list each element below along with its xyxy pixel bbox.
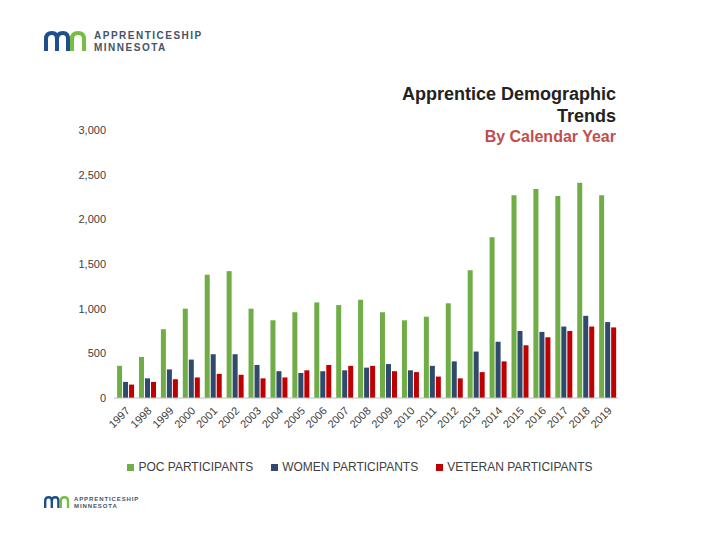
html-text:WOMEN PARTICIPANTS: WOMEN PARTICIPANTS	[282, 460, 419, 474]
html-text:APPRENTICESHIP: APPRENTICESHIP	[94, 30, 203, 41]
svg-text:2012: 2012	[435, 404, 461, 430]
svg-text:2003: 2003	[238, 404, 264, 430]
svg-text:1998: 1998	[128, 404, 154, 430]
svg-text:1,000: 1,000	[78, 303, 106, 315]
svg-text:500: 500	[88, 347, 106, 359]
svg-text:2005: 2005	[281, 404, 307, 430]
svg-text:1,500: 1,500	[78, 258, 106, 270]
html-text:Apprentice Demographic Trends: Apprentice Demographic Trends	[402, 84, 616, 126]
svg-text:2001: 2001	[194, 404, 220, 430]
svg-text:2008: 2008	[347, 404, 373, 430]
svg-text:2004: 2004	[259, 404, 285, 430]
svg-text:3,000: 3,000	[78, 124, 106, 136]
svg-text:2,500: 2,500	[78, 169, 106, 181]
svg-text:0: 0	[100, 392, 106, 404]
svg-text:2017: 2017	[544, 404, 570, 430]
html-text:VETERAN PARTICIPANTS: VETERAN PARTICIPANTS	[447, 460, 593, 474]
svg-text:2007: 2007	[325, 404, 351, 430]
svg-text:2019: 2019	[588, 404, 614, 430]
svg-text:1997: 1997	[106, 404, 132, 430]
svg-text:2011: 2011	[413, 404, 438, 429]
svg-text:2002: 2002	[216, 404, 242, 430]
svg-text:2010: 2010	[391, 404, 417, 430]
svg-text:2016: 2016	[522, 404, 548, 430]
html-text:By Calendar Year: By Calendar Year	[484, 128, 616, 146]
svg-text:2006: 2006	[303, 404, 329, 430]
html-text:POC PARTICIPANTS: POC PARTICIPANTS	[138, 460, 254, 474]
svg-text:2013: 2013	[457, 404, 483, 430]
svg-text:2014: 2014	[479, 404, 505, 430]
svg-text:2,000: 2,000	[78, 213, 106, 225]
svg-text:2015: 2015	[501, 404, 527, 430]
html-text:MINNESOTA: MINNESOTA	[74, 502, 118, 509]
svg-text:2009: 2009	[369, 404, 395, 430]
html-text:APPRENTICESHIP: APPRENTICESHIP	[74, 496, 140, 502]
svg-text:2000: 2000	[172, 404, 198, 430]
html-text:MINNESOTA: MINNESOTA	[94, 41, 167, 53]
svg-text:1999: 1999	[150, 404, 176, 430]
svg-text:2018: 2018	[566, 404, 592, 430]
